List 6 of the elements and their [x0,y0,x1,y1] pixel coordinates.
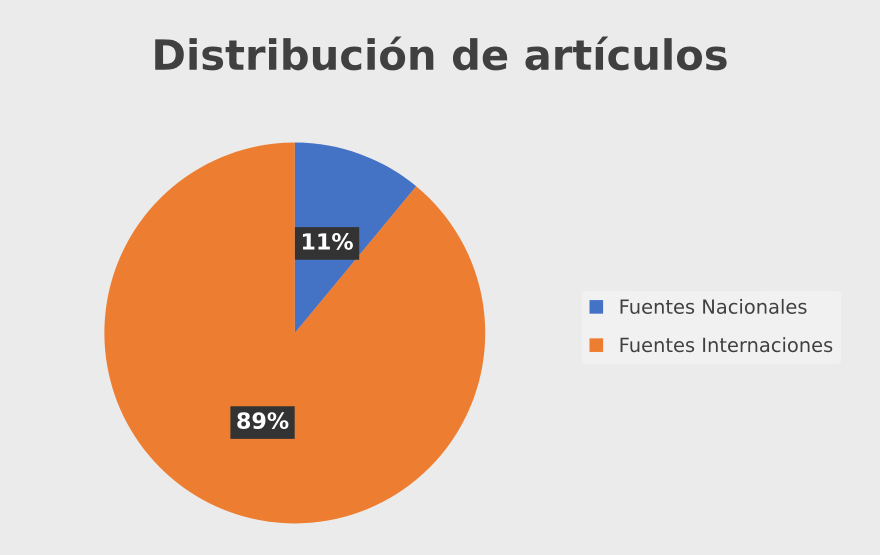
legend-label: Fuentes Nacionales [620,298,807,314]
legend-label: Fuentes Internaciones [620,337,832,352]
data-label: 89% [237,412,288,430]
chart-title: Distribución de artículos [155,36,727,70]
data-label: 11% [302,233,353,250]
pie-slice [104,142,486,524]
